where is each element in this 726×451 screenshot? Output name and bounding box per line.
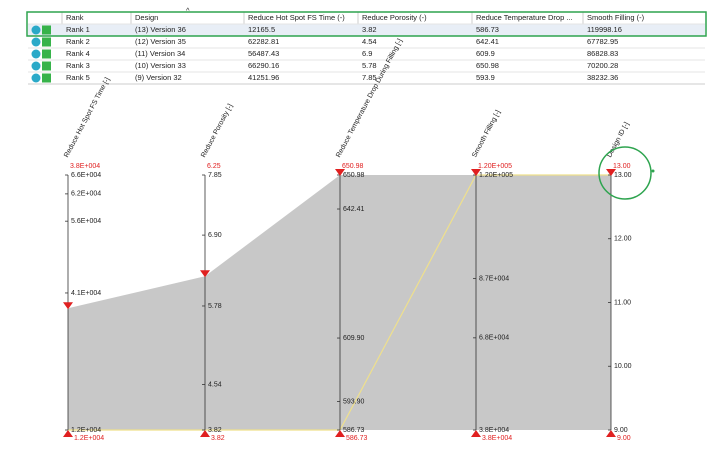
table-cell: (9) Version 32 (135, 73, 182, 82)
table: Rank Design Reduce Hot Spot FS Time (-) Red… (28, 6, 705, 85)
table-cell: Rank 1 (66, 25, 90, 34)
table-cell: 3.82 (362, 25, 377, 34)
axis-tick-label: 6.2E+004 (71, 191, 101, 198)
axis-tick-label: 1.20E+005 (479, 172, 513, 179)
filter-handle-bottom[interactable] (335, 430, 345, 437)
table-cell: 66290.16 (248, 61, 279, 70)
column-header: Rank (66, 13, 84, 22)
filter-handle-top[interactable] (471, 169, 481, 176)
sort-indicator: ^ (186, 6, 190, 15)
table-cell: 4.54 (362, 37, 377, 46)
table-cell: Rank 3 (66, 61, 90, 70)
row-icon (31, 73, 41, 83)
filter-bottom-label: 3.8E+004 (482, 435, 512, 442)
axis-highlight (598, 146, 652, 200)
table-cell: 609.9 (476, 49, 495, 58)
filter-handle-top[interactable] (63, 302, 73, 310)
table-cell: 62282.81 (248, 37, 279, 46)
axis-tick-label: 4.1E+004 (71, 290, 101, 297)
table-cell: 642.41 (476, 37, 499, 46)
filter-handle-bottom[interactable] (606, 430, 616, 437)
highlight-dot (651, 169, 655, 173)
column-header: Reduce Temperature Drop ... (476, 13, 573, 22)
axis-tick-label: 6.6E+004 (71, 172, 101, 179)
axis-tick-label: 609.90 (343, 335, 365, 342)
filter-top-label: 650.98 (342, 163, 364, 170)
table-cell: 6.9 (362, 49, 372, 58)
filter-handle-bottom[interactable] (200, 430, 210, 437)
axis-tick-label: 650.98 (343, 172, 365, 179)
axis-tick-label: 3.82 (208, 427, 222, 434)
filter-top-label: 6.25 (207, 163, 221, 170)
table-cell: Rank 5 (66, 73, 90, 82)
row-icon (42, 61, 51, 71)
table-cell: (13) Version 36 (135, 25, 186, 34)
table-cell: Rank 4 (66, 49, 90, 58)
table-cell: 7.85 (362, 73, 377, 82)
filter-envelope (68, 175, 611, 430)
filter-handle-top[interactable] (606, 169, 616, 176)
axis-tick-label: 3.8E+004 (479, 427, 509, 434)
table-cell: (10) Version 33 (135, 61, 186, 70)
filter-top-label: 13.00 (613, 163, 631, 170)
axis-tick-label: 13.00 (614, 172, 632, 179)
table-cell: (11) Version 34 (135, 49, 185, 58)
filter-handle-top[interactable] (200, 270, 210, 278)
filter-top-label: 3.8E+004 (70, 163, 100, 170)
axis-tick-label: 10.00 (614, 363, 632, 370)
row-icon (42, 37, 51, 47)
table-cell: 586.73 (476, 25, 499, 34)
table-cell: 86828.83 (587, 49, 618, 58)
table-cell: Rank 2 (66, 37, 90, 46)
table-cell: 12165.5 (248, 25, 275, 34)
axis-tick-label: 9.00 (614, 427, 628, 434)
column-header: Smooth Filling (-) (587, 13, 645, 22)
axis-tick-label: 1.2E+004 (71, 427, 101, 434)
filter-top-label: 1.20E+005 (478, 163, 512, 170)
axis-tick-label: 593.90 (343, 398, 365, 405)
column-header: Reduce Porosity (-) (362, 13, 427, 22)
row-icon (31, 49, 41, 59)
row-icon (31, 25, 41, 35)
table-cell: 119998.16 (587, 25, 622, 34)
column-header: Design (135, 13, 158, 22)
axis-tick-label: 642.41 (343, 206, 365, 213)
axis-tick-label: 8.7E+004 (479, 275, 509, 282)
row-highlight (26, 11, 707, 37)
row-icon (42, 73, 51, 83)
row-icon (42, 49, 51, 59)
filter-bottom-label: 1.2E+004 (74, 435, 104, 442)
table-cell: 70200.28 (587, 61, 618, 70)
filter-bottom-label: 9.00 (617, 435, 631, 442)
table-row-selected (28, 24, 705, 36)
filter-bottom-label: 3.82 (211, 435, 225, 442)
axis-tick-label: 586.73 (343, 427, 365, 434)
table-cell: 38232.36 (587, 73, 618, 82)
filter-handle-bottom[interactable] (63, 430, 73, 437)
axis-tick-label: 5.78 (208, 303, 222, 310)
table-cell: (12) Version 35 (135, 37, 186, 46)
axis-tick-label: 6.90 (208, 232, 222, 239)
filter-bottom-label: 586.73 (346, 435, 368, 442)
row-icon (31, 37, 41, 47)
table-cell: 67782.95 (587, 37, 618, 46)
row-icon (42, 25, 51, 35)
axis-tick-label: 4.54 (208, 381, 222, 388)
filter-handle-top[interactable] (335, 169, 345, 176)
axis-tick-label: 6.8E+004 (479, 335, 509, 342)
table-cell: 593.9 (476, 73, 495, 82)
filter-handle-bottom[interactable] (471, 430, 481, 437)
row-icon (31, 61, 41, 71)
axis-tick-label: 11.00 (614, 299, 631, 306)
table-cell: 41251.96 (248, 73, 279, 82)
table-cell: 56487.43 (248, 49, 279, 58)
axis-tick-label: 7.85 (208, 172, 222, 179)
axis-tick-label: 5.6E+004 (71, 218, 101, 225)
column-header: Reduce Hot Spot FS Time (-) (248, 13, 345, 22)
table-cell: 650.98 (476, 61, 499, 70)
table-cell: 5.78 (362, 61, 377, 70)
axis-tick-label: 12.00 (614, 236, 632, 243)
